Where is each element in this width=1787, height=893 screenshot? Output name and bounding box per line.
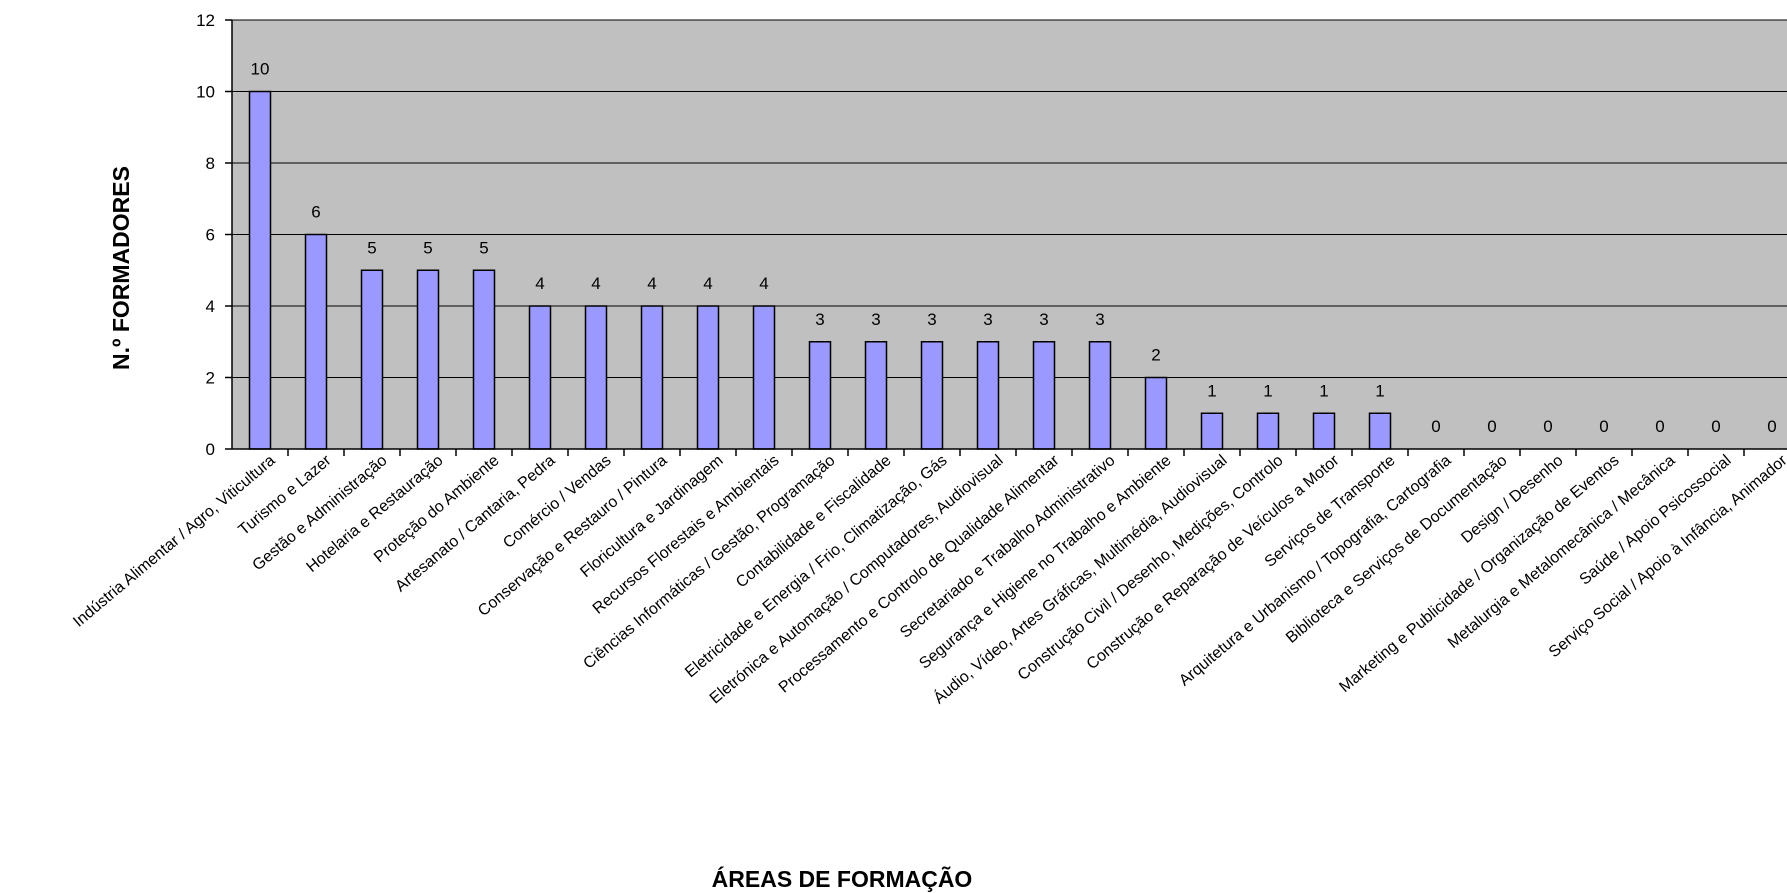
data-label: 3 (983, 310, 992, 329)
bar (416, 269, 440, 450)
data-label: 2 (1151, 346, 1160, 365)
data-label: 3 (815, 310, 824, 329)
bar (248, 90, 272, 450)
x-tick-label: Design / Desenho (1458, 452, 1566, 547)
data-label: 4 (591, 274, 600, 293)
data-label: 5 (479, 238, 488, 257)
bar (584, 305, 608, 450)
x-tick-label: Turismo e Lazer (236, 452, 336, 539)
data-label: 10 (251, 60, 270, 79)
data-label: 0 (1767, 417, 1776, 436)
bar (1200, 412, 1224, 450)
y-tick-label: 10 (196, 83, 215, 102)
bar (472, 269, 496, 450)
bars (248, 90, 1392, 450)
bar (1256, 412, 1280, 450)
y-tick-label: 6 (206, 226, 215, 245)
y-tick-label: 12 (196, 11, 215, 30)
data-label: 0 (1655, 417, 1664, 436)
data-label: 4 (535, 274, 544, 293)
bar (304, 233, 328, 450)
bar (752, 305, 776, 450)
x-axis-title: ÁREAS DE FORMAÇÃO (712, 865, 973, 892)
bar (1144, 376, 1168, 450)
data-label: 0 (1431, 417, 1440, 436)
data-label: 0 (1711, 417, 1720, 436)
data-label: 0 (1543, 417, 1552, 436)
data-label: 5 (423, 238, 432, 257)
data-label: 1 (1207, 381, 1216, 400)
x-tick-label: Construção e Reparação de Veículos a Mot… (1084, 452, 1343, 674)
y-tick-labels: 0 2 4 6 8 10 12 (196, 11, 232, 459)
bar (864, 341, 888, 450)
bar (360, 269, 384, 450)
data-label: 1 (1375, 381, 1384, 400)
data-label: 4 (647, 274, 656, 293)
bar (976, 341, 1000, 450)
data-label: 3 (871, 310, 880, 329)
data-label: 5 (367, 238, 376, 257)
bar (920, 341, 944, 450)
x-tick-label: Construção Civil / Desenho, Medições, Co… (1015, 452, 1287, 684)
data-label: 6 (311, 203, 320, 222)
bar (528, 305, 552, 450)
bar (1312, 412, 1336, 450)
data-label: 4 (759, 274, 768, 293)
y-tick-label: 0 (206, 440, 215, 459)
x-tick-label: Eletricidade e Energia / Frio, Climatiza… (682, 452, 950, 681)
y-axis-title: N.º FORMADORES (108, 166, 134, 370)
data-label: 3 (1095, 310, 1104, 329)
bar (1088, 341, 1112, 450)
data-label: 3 (1039, 310, 1048, 329)
bar (696, 305, 720, 450)
data-label: 1 (1319, 381, 1328, 400)
data-label: 0 (1487, 417, 1496, 436)
data-label: 4 (703, 274, 712, 293)
bar (808, 341, 832, 450)
y-tick-label: 2 (206, 369, 215, 388)
bar (1368, 412, 1392, 450)
x-tick-labels: Indústria Alimentar / Agro, ViticulturaT… (70, 449, 1787, 707)
x-tick-label: Indústria Alimentar / Agro, Viticultura (70, 452, 278, 631)
bar (640, 305, 664, 450)
data-label: 1 (1263, 381, 1272, 400)
data-label: 0 (1599, 417, 1608, 436)
y-tick-label: 4 (206, 297, 215, 316)
bar (1032, 341, 1056, 450)
y-tick-label: 8 (206, 154, 215, 173)
data-label: 3 (927, 310, 936, 329)
